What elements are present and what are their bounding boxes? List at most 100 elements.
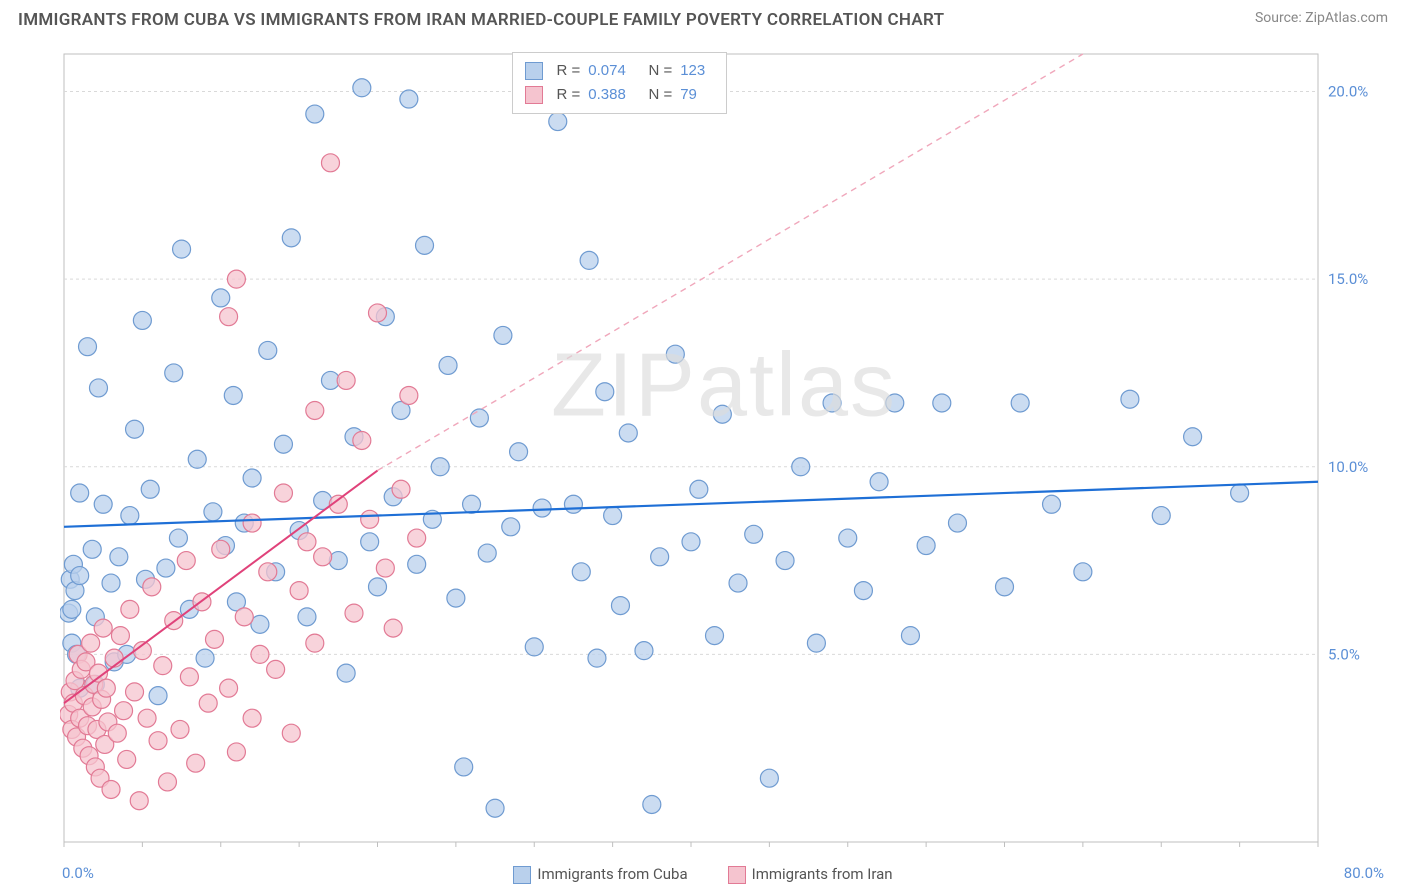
data-point: [572, 563, 590, 581]
data-point: [143, 578, 161, 596]
data-point: [431, 458, 449, 476]
data-point: [227, 743, 245, 761]
data-point: [173, 240, 191, 258]
data-point: [227, 270, 245, 288]
data-point: [400, 386, 418, 404]
data-point: [89, 379, 107, 397]
scatter-chart: 5.0%10.0%15.0%20.0%: [60, 48, 1388, 852]
data-point: [776, 552, 794, 570]
data-point: [102, 574, 120, 592]
data-point: [604, 507, 622, 525]
data-point: [596, 383, 614, 401]
data-point: [478, 544, 496, 562]
legend-item: Immigrants from Cuba: [513, 865, 687, 884]
data-point: [729, 574, 747, 592]
data-point: [400, 90, 418, 108]
data-point: [408, 555, 426, 573]
data-point: [643, 795, 661, 813]
data-point: [220, 679, 238, 697]
data-point: [235, 608, 253, 626]
data-point: [690, 480, 708, 498]
data-point: [549, 113, 567, 131]
data-point: [1121, 390, 1139, 408]
data-point: [94, 619, 112, 637]
data-point: [149, 732, 167, 750]
data-point: [854, 582, 872, 600]
data-point: [525, 638, 543, 656]
data-point: [533, 499, 551, 517]
data-point: [886, 394, 904, 412]
data-point: [204, 503, 222, 521]
data-point: [111, 627, 129, 645]
data-point: [126, 420, 144, 438]
data-point: [306, 105, 324, 123]
data-point: [267, 660, 285, 678]
data-point: [392, 480, 410, 498]
legend-swatch: [728, 866, 746, 884]
data-point: [141, 480, 159, 498]
data-point: [196, 649, 214, 667]
stats-n-label: N =: [644, 83, 672, 107]
data-point: [369, 578, 387, 596]
stats-legend-box: R = 0.074 N = 123 R = 0.388 N = 79: [512, 52, 728, 114]
data-point: [948, 514, 966, 532]
data-point: [345, 604, 363, 622]
data-point: [588, 649, 606, 667]
data-point: [455, 758, 473, 776]
data-point: [82, 634, 100, 652]
data-point: [126, 683, 144, 701]
data-point: [97, 679, 115, 697]
data-point: [169, 529, 187, 547]
data-point: [635, 642, 653, 660]
data-point: [353, 79, 371, 97]
data-point: [274, 484, 292, 502]
data-point: [463, 495, 481, 513]
data-point: [314, 548, 332, 566]
data-point: [165, 364, 183, 382]
data-point: [713, 405, 731, 423]
data-point: [177, 552, 195, 570]
data-point: [212, 289, 230, 307]
legend-swatch: [525, 62, 543, 80]
data-point: [251, 645, 269, 663]
data-point: [108, 724, 126, 742]
stats-r-label: R =: [557, 59, 581, 83]
data-point: [298, 533, 316, 551]
data-point: [792, 458, 810, 476]
bottom-legend: Immigrants from CubaImmigrants from Iran: [0, 865, 1406, 884]
data-point: [121, 507, 139, 525]
data-point: [130, 792, 148, 810]
data-point: [149, 687, 167, 705]
data-point: [138, 709, 156, 727]
data-point: [376, 559, 394, 577]
data-point: [259, 341, 277, 359]
data-point: [353, 431, 371, 449]
data-point: [933, 394, 951, 412]
data-point: [290, 582, 308, 600]
data-point: [329, 552, 347, 570]
data-point: [282, 229, 300, 247]
data-point: [115, 702, 133, 720]
data-point: [823, 394, 841, 412]
stats-r-label: R =: [557, 83, 581, 107]
legend-label: Immigrants from Cuba: [537, 865, 687, 883]
data-point: [298, 608, 316, 626]
data-point: [384, 619, 402, 637]
data-point: [306, 401, 324, 419]
data-point: [745, 525, 763, 543]
data-point: [199, 694, 217, 712]
y-tick-label: 10.0%: [1328, 458, 1368, 476]
data-point: [1043, 495, 1061, 513]
stats-n-value: 123: [680, 59, 714, 83]
y-tick-label: 15.0%: [1328, 270, 1368, 288]
data-point: [243, 709, 261, 727]
data-point: [564, 495, 582, 513]
data-point: [439, 356, 457, 374]
legend-swatch: [525, 86, 543, 104]
chart-area: 5.0%10.0%15.0%20.0% ZIPatlas R = 0.074 N…: [60, 48, 1388, 852]
data-point: [416, 236, 434, 254]
stats-row: R = 0.388 N = 79: [525, 83, 715, 107]
data-point: [1184, 428, 1202, 446]
data-point: [282, 724, 300, 742]
data-point: [118, 750, 136, 768]
